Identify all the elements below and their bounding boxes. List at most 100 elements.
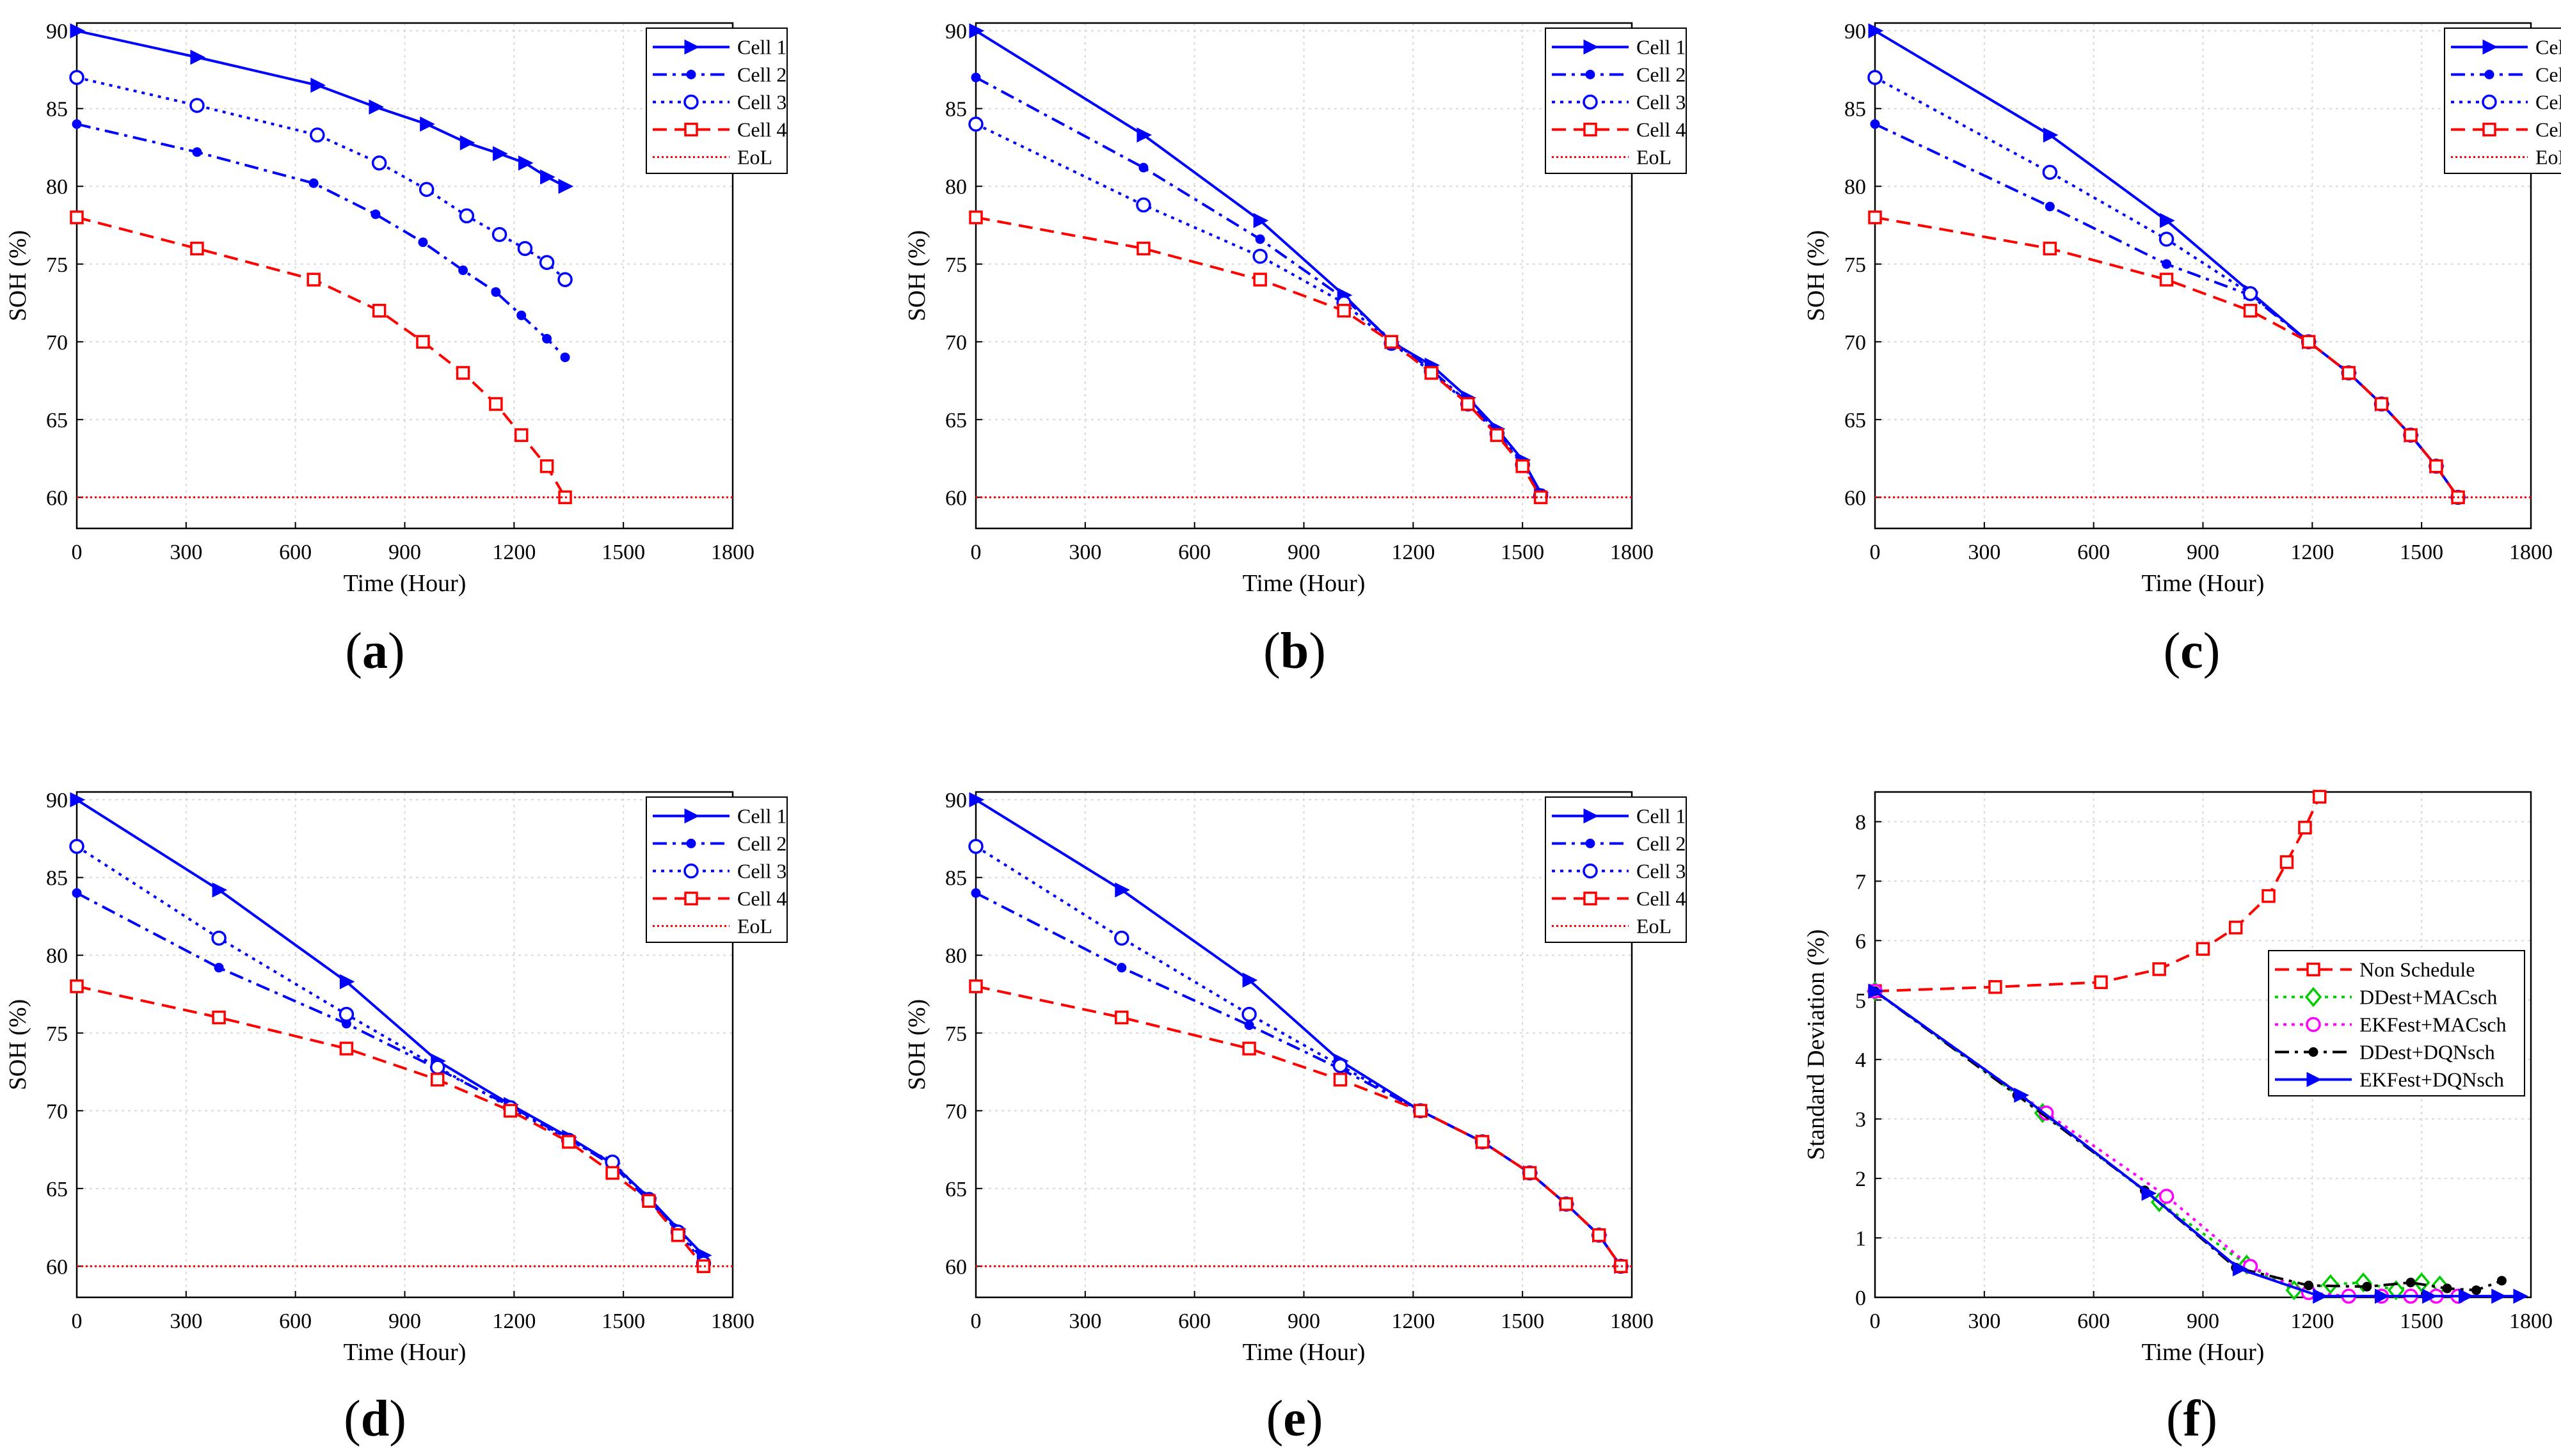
data-point bbox=[308, 178, 319, 188]
series-line bbox=[76, 123, 566, 358]
data-point bbox=[72, 119, 82, 129]
legend: Cell 1 Cell 2 Cell 3 Cell 4 EoL bbox=[646, 796, 788, 943]
legend-marker bbox=[686, 839, 696, 848]
y-axis-label: SOH (%) bbox=[1803, 230, 1830, 321]
legend-label: Cell 1 bbox=[737, 36, 786, 59]
legend-label: Cell 3 bbox=[1636, 91, 1686, 114]
data-point bbox=[189, 98, 205, 113]
data-point bbox=[416, 335, 430, 349]
legend-label: Cell 3 bbox=[1636, 860, 1686, 883]
data-point bbox=[1867, 70, 1883, 85]
legend-label: Cell 3 bbox=[2535, 91, 2561, 114]
series-line bbox=[1874, 990, 2503, 1292]
data-point bbox=[2094, 975, 2108, 990]
y-tick-label: 4 bbox=[1855, 1048, 1866, 1072]
data-point bbox=[212, 882, 228, 898]
x-tick-label: 0 bbox=[72, 1310, 83, 1333]
x-tick-label: 1500 bbox=[602, 1310, 645, 1333]
x-tick-label: 1500 bbox=[602, 541, 645, 564]
data-point bbox=[1117, 963, 1127, 973]
data-point bbox=[1114, 930, 1129, 946]
legend-marker bbox=[1585, 70, 1595, 79]
x-tick-label: 1200 bbox=[2290, 1310, 2334, 1333]
data-point bbox=[2158, 232, 2174, 247]
y-tick-label: 60 bbox=[46, 486, 68, 510]
data-point bbox=[2042, 164, 2058, 180]
data-point bbox=[430, 1059, 445, 1075]
series-ekfest-dqnsch bbox=[1868, 983, 2529, 1304]
series-line bbox=[76, 29, 566, 187]
data-point bbox=[1138, 162, 1149, 173]
legend-marker bbox=[2482, 39, 2498, 55]
legend-label: DDest+DQNsch bbox=[2359, 1041, 2495, 1064]
y-axis-label: SOH (%) bbox=[4, 999, 31, 1090]
y-tick-label: 70 bbox=[945, 1100, 967, 1123]
y-axis-label: Standard Deviation (%) bbox=[1803, 930, 1830, 1160]
y-axis-label: SOH (%) bbox=[904, 230, 930, 321]
x-tick-label: 900 bbox=[1288, 1310, 1320, 1333]
data-point bbox=[2313, 1288, 2328, 1304]
data-point bbox=[2301, 335, 2316, 349]
x-tick-label: 300 bbox=[170, 1310, 202, 1333]
legend-label: Cell 2 bbox=[737, 63, 786, 86]
x-tick-label: 1200 bbox=[492, 1310, 536, 1333]
y-tick-label: 85 bbox=[46, 98, 68, 122]
series-cell-4 bbox=[969, 210, 1548, 505]
data-point bbox=[560, 352, 570, 363]
series-line bbox=[975, 123, 1542, 497]
data-point bbox=[2491, 1288, 2507, 1304]
data-point bbox=[539, 459, 554, 473]
x-tick-label: 1800 bbox=[1610, 1310, 1654, 1333]
x-tick-label: 600 bbox=[2077, 541, 2110, 564]
legend: Non Schedule DDest+MACsch EKFest+MACsch DDe… bbox=[2268, 950, 2525, 1096]
data-point bbox=[72, 888, 82, 898]
data-point bbox=[2422, 1288, 2437, 1304]
x-axis-label: Time (Hour) bbox=[1243, 570, 1366, 597]
data-point bbox=[1559, 1197, 1574, 1211]
legend: Cell 1 Cell 2 Cell 3 Cell 4 EoL bbox=[646, 28, 788, 174]
data-point bbox=[1868, 23, 1884, 38]
x-tick-label: 900 bbox=[388, 1310, 421, 1333]
x-tick-label: 1200 bbox=[492, 541, 536, 564]
legend-marker bbox=[2304, 986, 2322, 1008]
x-tick-label: 1500 bbox=[1501, 1310, 1544, 1333]
series-cell-2 bbox=[72, 119, 570, 363]
data-point bbox=[2262, 889, 2276, 903]
x-axis-label: Time (Hour) bbox=[1243, 1339, 1366, 1366]
data-point bbox=[1490, 428, 1504, 442]
data-point bbox=[1384, 335, 1398, 349]
data-point bbox=[1136, 197, 1151, 213]
y-tick-label: 80 bbox=[1844, 175, 1866, 199]
series-cell-4 bbox=[1868, 210, 2465, 505]
caption-f: (f) bbox=[2166, 1391, 2217, 1447]
data-point bbox=[2298, 821, 2312, 835]
data-point bbox=[1522, 1166, 1537, 1180]
data-point bbox=[493, 146, 508, 161]
series-line bbox=[1874, 796, 2321, 993]
x-tick-label: 600 bbox=[279, 541, 312, 564]
y-tick-label: 85 bbox=[945, 98, 967, 122]
data-point bbox=[2152, 962, 2166, 976]
series-cell-3 bbox=[69, 70, 573, 287]
data-point bbox=[307, 273, 321, 287]
data-point bbox=[1242, 1041, 1256, 1056]
y-tick-label: 2 bbox=[1855, 1167, 1866, 1191]
data-point bbox=[969, 23, 985, 38]
data-point bbox=[419, 182, 435, 197]
y-tick-label: 65 bbox=[1844, 409, 1866, 432]
data-point bbox=[2232, 1261, 2248, 1277]
legend-label: EKFest+MACsch bbox=[2359, 1013, 2507, 1036]
data-point bbox=[372, 303, 387, 318]
data-point bbox=[562, 1135, 576, 1149]
legend-label: EoL bbox=[737, 146, 772, 169]
y-tick-label: 65 bbox=[46, 409, 68, 432]
data-point bbox=[458, 265, 468, 275]
x-axis-label: Time (Hour) bbox=[344, 570, 467, 597]
y-tick-label: 80 bbox=[46, 944, 68, 968]
data-point bbox=[2342, 366, 2356, 380]
series-line bbox=[76, 798, 705, 1256]
caption-b: (b) bbox=[1263, 623, 1326, 679]
y-tick-label: 80 bbox=[46, 175, 68, 199]
data-point bbox=[1868, 210, 1882, 225]
legend: Cell 1 Cell 2 Cell 3 Cell 4 EoL bbox=[2444, 28, 2561, 174]
